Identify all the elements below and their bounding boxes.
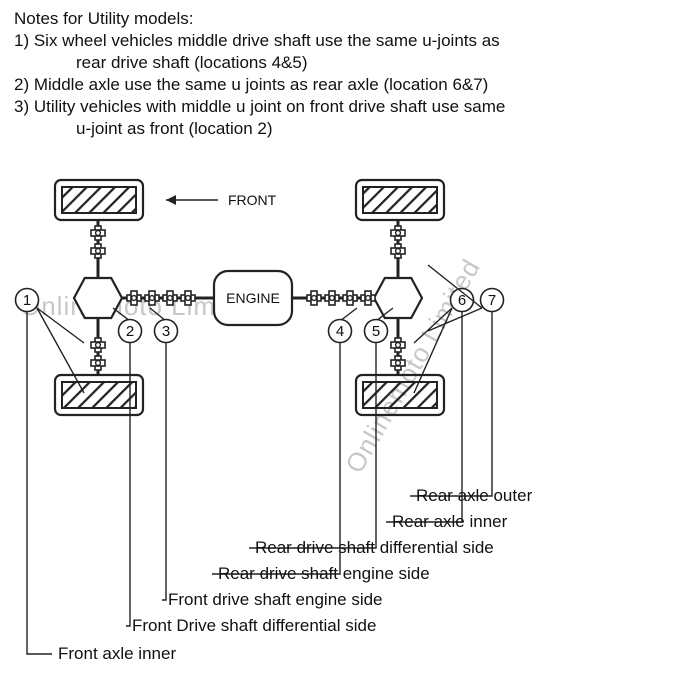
callout-number: 4 [336, 323, 344, 340]
u-joint [91, 244, 105, 258]
u-joint [391, 226, 405, 240]
wheel [356, 180, 444, 220]
u-joint [343, 291, 357, 305]
label-front_diff: Front Drive shaft differential side [132, 616, 376, 635]
label-front_engine: Front drive shaft engine side [168, 590, 383, 609]
notes-block: Notes for Utility models: 1) Six wheel v… [0, 0, 700, 147]
note-1b: rear drive shaft (locations 4&5) [14, 52, 686, 74]
label-rear_diff: Rear drive shaft differential side [255, 538, 494, 557]
notes-title: Notes for Utility models: [14, 8, 686, 30]
note-1a: 1) Six wheel vehicles middle drive shaft… [14, 30, 686, 52]
engine-label: ENGINE [226, 290, 280, 306]
note-3a: 3) Utility vehicles with middle u joint … [14, 96, 686, 118]
u-joint [91, 356, 105, 370]
label-leader [27, 312, 52, 654]
chassis-diagram: Onlinemoto LimitedOnlinemoto LimitedENGI… [0, 145, 700, 700]
u-joint [391, 338, 405, 352]
differential [374, 278, 422, 318]
note-2: 2) Middle axle use the same u joints as … [14, 74, 686, 96]
label-rear_axle_outer: Rear axle outer [416, 486, 533, 505]
label-front_axle_inner: Front axle inner [58, 644, 176, 663]
u-joint [391, 244, 405, 258]
front-label: FRONT [228, 192, 277, 208]
label-rear_engine: Rear drive shaft engine side [218, 564, 430, 583]
wheel [356, 375, 444, 415]
callout-number: 3 [162, 323, 170, 340]
label-leader [162, 343, 166, 600]
callout-number: 2 [126, 323, 134, 340]
label-rear_axle_inner: Rear axle inner [392, 512, 508, 531]
callout-number: 5 [372, 323, 380, 340]
u-joint [307, 291, 321, 305]
note-3b: u-joint as front (location 2) [14, 118, 686, 140]
u-joint [91, 338, 105, 352]
callout-number: 7 [488, 292, 496, 309]
arrowhead-icon [166, 195, 176, 205]
callout-number: 1 [23, 292, 31, 309]
u-joint [325, 291, 339, 305]
wheel [55, 180, 143, 220]
u-joint [361, 291, 375, 305]
u-joint [91, 226, 105, 240]
differential [74, 278, 122, 318]
